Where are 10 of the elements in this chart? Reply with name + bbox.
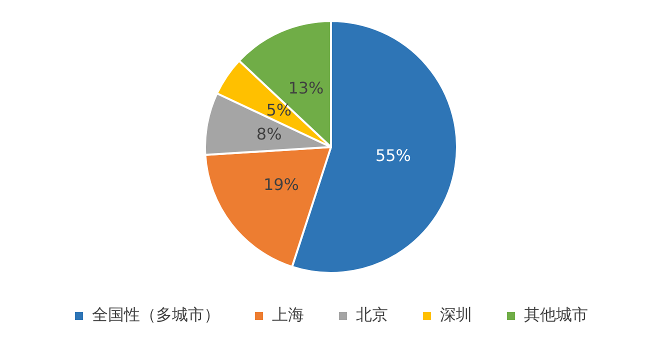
legend-label: 北京 <box>356 305 388 324</box>
legend-label: 深圳 <box>440 305 472 324</box>
legend-label: 其他城市 <box>524 305 588 324</box>
data-label: 8% <box>256 124 282 144</box>
data-label: 55% <box>375 146 412 166</box>
data-label: 19% <box>263 174 299 194</box>
legend-label: 上海 <box>272 305 304 324</box>
data-label: 13% <box>288 78 324 98</box>
legend-label: 全国性（多城市） <box>92 305 220 324</box>
data-label: 5% <box>266 100 292 120</box>
